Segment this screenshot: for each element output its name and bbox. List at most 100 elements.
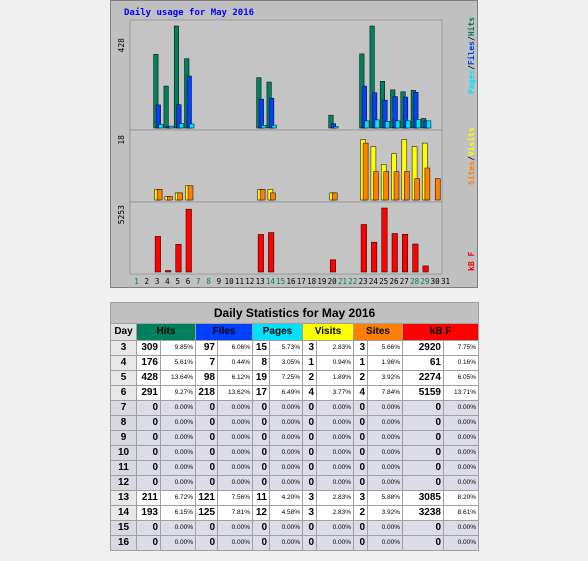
x-tick-label: 7 [196, 277, 201, 286]
hits-percent: 0.00% [160, 520, 196, 536]
pages-value: 0 [252, 430, 270, 446]
sites-value: 4 [353, 385, 368, 401]
x-tick-label: 16 [286, 277, 296, 286]
files-percent: 6.06% [217, 340, 253, 356]
pages-bar [426, 120, 432, 129]
header-sites: Sites [353, 323, 403, 341]
legend-files: Files [466, 41, 476, 65]
pages-value: 0 [252, 460, 270, 476]
kbf-percent: 0.00% [442, 460, 480, 476]
kbf-value: 3085 [402, 490, 444, 506]
table-row: 13 211 6.72% 121 7.56% 11 4.20% 3 2.83% 3 5.88% 308… [110, 490, 480, 506]
pages-percent: 0.00% [269, 445, 303, 461]
x-tick-label: 23 [359, 277, 368, 286]
kbf-percent: 0.16% [442, 355, 480, 371]
kbf-bar [185, 208, 192, 273]
pages-percent: 0.00% [269, 415, 303, 431]
visits-value: 0 [302, 460, 317, 476]
table-row: 15 0 0.00% 0 0.00% 0 0.00% 0 0.00% 0 0.00% 0 0.00% [110, 520, 480, 536]
sites-bar [167, 196, 173, 201]
x-tick-label: 10 [225, 277, 235, 286]
kbf-bar [329, 259, 336, 273]
hits-value: 0 [136, 400, 161, 416]
pages-bar [271, 124, 277, 129]
sites-bar [393, 171, 400, 201]
table-row: 5 428 13.64% 98 6.12% 19 7.25% 2 1.89% 2 3.92% 2274… [110, 370, 480, 386]
kbf-bar [268, 232, 275, 273]
legend-sites: Sites [466, 161, 476, 185]
x-tick-label: 30 [431, 277, 441, 286]
sites-bar [373, 171, 379, 201]
bottom-panel-legend: kB F [467, 252, 476, 271]
visits-percent: 0.00% [316, 460, 354, 476]
files-percent: 13.62% [217, 385, 253, 401]
top-panel-legend: Pages/Files/Hits [466, 17, 476, 94]
x-tick-label: 1 [134, 277, 139, 286]
files-percent: 0.00% [217, 415, 253, 431]
day-cell: 12 [110, 475, 137, 491]
x-tick-label: 28 [410, 277, 420, 286]
sites-value: 0 [353, 400, 368, 416]
files-percent: 7.81% [217, 505, 253, 521]
x-tick-label: 14 [266, 277, 276, 286]
hits-value: 176 [136, 355, 161, 371]
visits-value: 0 [302, 520, 317, 536]
x-tick-label: 25 [379, 277, 388, 286]
kbf-percent: 13.71% [442, 385, 480, 401]
sites-percent: 0.00% [367, 415, 403, 431]
visits-percent: 0.00% [316, 430, 354, 446]
files-value: 0 [195, 445, 218, 461]
sites-value: 2 [353, 370, 368, 386]
pages-percent: 0.00% [269, 460, 303, 476]
visits-percent: 2.83% [316, 340, 354, 356]
pages-bar [158, 124, 164, 129]
pages-bar [189, 123, 195, 129]
files-value: 0 [195, 460, 218, 476]
x-tick-label: 6 [186, 277, 191, 286]
legend-hits: Hits [466, 17, 476, 36]
x-tick-label: 2 [145, 277, 150, 286]
files-bar [269, 97, 275, 129]
files-value: 0 [195, 535, 218, 551]
kbf-value: 0 [402, 400, 444, 416]
pages-percent: 0.00% [269, 535, 303, 551]
table-row: 3 309 9.85% 97 6.06% 15 5.73% 3 2.83% 3 5.66% 2920 7… [110, 340, 480, 356]
visits-percent: 3.77% [316, 385, 354, 401]
files-percent: 0.00% [217, 535, 253, 551]
pages-bar [405, 120, 411, 129]
visits-value: 0 [302, 475, 317, 491]
pages-percent: 7.25% [269, 370, 303, 386]
sites-percent: 3.92% [367, 370, 403, 386]
pages-value: 0 [252, 535, 270, 551]
hits-value: 211 [136, 490, 161, 506]
pages-bar [178, 123, 184, 129]
visits-percent: 2.83% [316, 505, 354, 521]
pages-bar [384, 121, 390, 129]
top-panel-max-label: 428 [117, 38, 126, 53]
pages-percent: 0.00% [269, 430, 303, 446]
header-day: Day [110, 323, 137, 341]
hits-value: 309 [136, 340, 161, 356]
pages-bar [261, 125, 267, 129]
kbf-bar [257, 234, 264, 273]
day-cell: 7 [110, 400, 137, 416]
hits-percent: 9.27% [160, 385, 196, 401]
x-tick-label: 22 [348, 277, 357, 286]
sites-value: 2 [353, 505, 368, 521]
sites-value: 1 [353, 355, 368, 371]
kbf-percent: 0.00% [442, 445, 480, 461]
kbf-value: 0 [402, 415, 444, 431]
table-row: 16 0 0.00% 0 0.00% 0 0.00% 0 0.00% 0 0.00% 0 0.00% [110, 535, 480, 551]
hits-value: 0 [136, 415, 161, 431]
daily-usage-chart: Daily usage for May 2016 428 18 5253 Pag… [110, 0, 478, 288]
kbf-bar [391, 233, 398, 273]
sites-percent: 5.88% [367, 490, 403, 506]
hits-value: 0 [136, 535, 161, 551]
files-value: 0 [195, 520, 218, 536]
visits-value: 0 [302, 400, 317, 416]
hits-value: 0 [136, 520, 161, 536]
pages-value: 0 [252, 475, 270, 491]
visits-value: 0 [302, 445, 317, 461]
sites-percent: 7.84% [367, 385, 403, 401]
kbf-value: 2920 [402, 340, 444, 356]
